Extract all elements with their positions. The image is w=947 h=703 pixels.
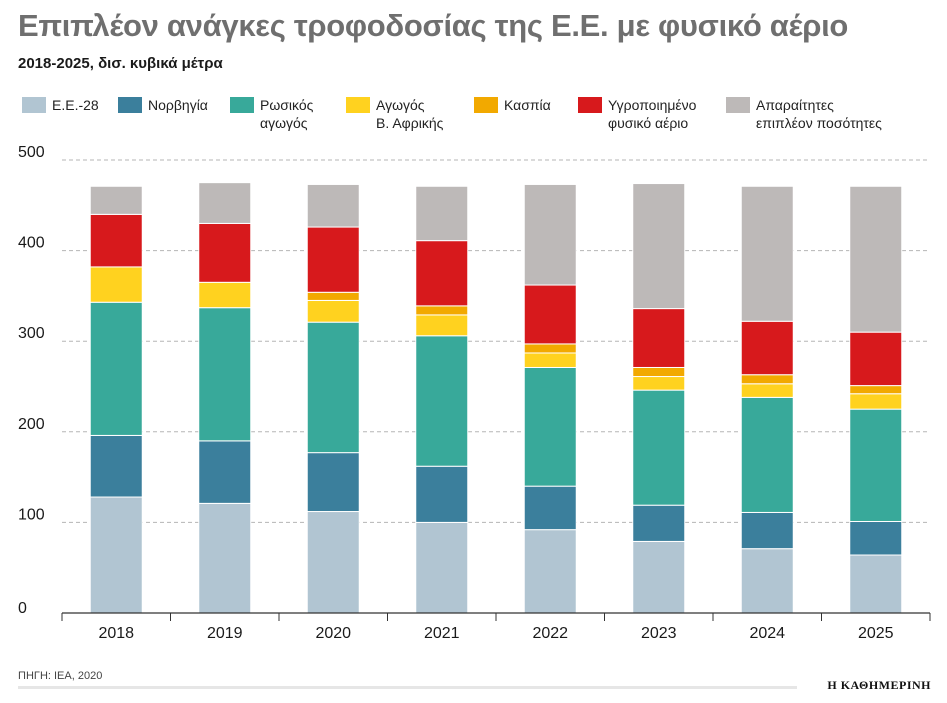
y-tick-label: 300 bbox=[18, 325, 45, 342]
legend-swatch bbox=[346, 97, 370, 113]
bar-segment bbox=[740, 511, 794, 550]
bar-segment bbox=[198, 440, 252, 504]
x-tick-label: 2018 bbox=[98, 625, 134, 642]
bar-segment bbox=[523, 485, 577, 531]
bar-segment bbox=[632, 504, 686, 542]
legend-item: Ε.Ε.-28 bbox=[22, 96, 99, 114]
y-tick-label: 200 bbox=[18, 416, 45, 433]
chart-legend: Ε.Ε.-28 Νορβηγία Ρωσικός αγωγός Αγωγός Β. Α… bbox=[0, 96, 947, 140]
bar-segment bbox=[306, 226, 360, 293]
bar-segment bbox=[415, 185, 469, 242]
legend-label: Αγωγός Β. Αφρικής bbox=[376, 97, 444, 131]
bar-segment bbox=[306, 183, 360, 228]
bar-segment bbox=[849, 331, 903, 387]
bar-segment bbox=[415, 305, 469, 316]
x-tick-label: 2023 bbox=[641, 625, 677, 642]
bar-segment bbox=[89, 434, 143, 498]
x-tick-label: 2020 bbox=[315, 625, 351, 642]
x-tick-label: 2025 bbox=[858, 625, 894, 642]
y-tick-label: 400 bbox=[18, 235, 45, 252]
bar-segment bbox=[632, 366, 686, 378]
legend-item: Κασπία bbox=[474, 96, 551, 114]
legend-swatch bbox=[726, 97, 750, 113]
bar-segment bbox=[849, 554, 903, 614]
legend-label: Ε.Ε.-28 bbox=[52, 97, 99, 113]
bar-segment bbox=[89, 496, 143, 614]
bar-segment bbox=[306, 321, 360, 454]
chart-title: Επιπλέον ανάγκες τροφοδοσίας της Ε.Ε. με… bbox=[18, 8, 849, 43]
legend-item: Νορβηγία bbox=[118, 96, 208, 114]
legend-label: Κασπία bbox=[504, 97, 551, 113]
legend-item: Υγροποιημένο φυσικό αέριο bbox=[578, 96, 696, 132]
x-tick-label: 2021 bbox=[424, 625, 460, 642]
bar-segment bbox=[740, 396, 794, 513]
publisher-logo: Η ΚΑΘΗΜΕΡΙΝΗ bbox=[827, 678, 931, 692]
bar-segment bbox=[523, 284, 577, 345]
bar-segment bbox=[523, 183, 577, 286]
bar-segment bbox=[306, 299, 360, 323]
bar-segment bbox=[89, 185, 143, 215]
bar-segment bbox=[849, 185, 903, 333]
bar-segment bbox=[523, 343, 577, 354]
bar-segment bbox=[415, 314, 469, 337]
bar-segment bbox=[198, 307, 252, 442]
legend-swatch bbox=[118, 97, 142, 113]
bar-segment bbox=[849, 408, 903, 522]
legend-item: Απαραίτητες επιπλέον ποσότητες bbox=[726, 96, 882, 132]
bar-segment bbox=[632, 308, 686, 368]
bar-segment bbox=[198, 502, 252, 614]
x-tick-label: 2019 bbox=[207, 625, 243, 642]
legend-label: Νορβηγία bbox=[148, 97, 208, 113]
x-tick-label: 2022 bbox=[532, 625, 568, 642]
bar-segment bbox=[632, 389, 686, 506]
bar-segment bbox=[415, 465, 469, 523]
bar-segment bbox=[849, 385, 903, 395]
bar-segment bbox=[523, 529, 577, 614]
bar-segment bbox=[198, 182, 252, 224]
bar-segment bbox=[89, 301, 143, 436]
legend-item: Αγωγός Β. Αφρικής bbox=[346, 96, 443, 132]
legend-label: Απαραίτητες επιπλέον ποσότητες bbox=[756, 97, 882, 131]
bar-segment bbox=[740, 320, 794, 376]
bar-segment bbox=[849, 520, 903, 556]
legend-label: Ρωσικός αγωγός bbox=[260, 97, 314, 131]
bar-segment bbox=[306, 511, 360, 614]
footer-divider bbox=[18, 686, 797, 689]
bar-segment bbox=[89, 266, 143, 303]
bar-segment bbox=[849, 393, 903, 410]
bar-segment bbox=[740, 185, 794, 322]
legend-swatch bbox=[22, 97, 46, 113]
y-tick-label: 100 bbox=[18, 506, 45, 523]
x-tick-label: 2024 bbox=[749, 625, 785, 642]
bar-segment bbox=[198, 222, 252, 283]
bar-segment bbox=[632, 376, 686, 391]
chart-subtitle: 2018-2025, δισ. κυβικά μέτρα bbox=[18, 55, 223, 72]
bar-segment bbox=[306, 452, 360, 513]
bar-segment bbox=[740, 374, 794, 385]
bar-segment bbox=[523, 352, 577, 368]
legend-swatch bbox=[578, 97, 602, 113]
legend-label: Υγροποιημένο φυσικό αέριο bbox=[608, 97, 697, 131]
y-tick-label: 500 bbox=[18, 144, 45, 161]
bar-segment bbox=[89, 213, 143, 268]
bar-segment bbox=[740, 548, 794, 614]
legend-item: Ρωσικός αγωγός bbox=[230, 96, 313, 132]
bar-segment bbox=[632, 540, 686, 614]
bar-segment bbox=[306, 291, 360, 301]
legend-swatch bbox=[474, 97, 498, 113]
bar-segment bbox=[632, 183, 686, 310]
bar-segment bbox=[415, 335, 469, 467]
bar-segment bbox=[198, 281, 252, 309]
bar-segment bbox=[415, 240, 469, 307]
legend-swatch bbox=[230, 97, 254, 113]
bar-segment bbox=[740, 383, 794, 398]
bar-segment bbox=[523, 366, 577, 487]
source-note: ΠΗΓΗ: IEA, 2020 bbox=[18, 670, 103, 682]
y-tick-label: 0 bbox=[18, 600, 27, 617]
bar-segment bbox=[415, 521, 469, 614]
